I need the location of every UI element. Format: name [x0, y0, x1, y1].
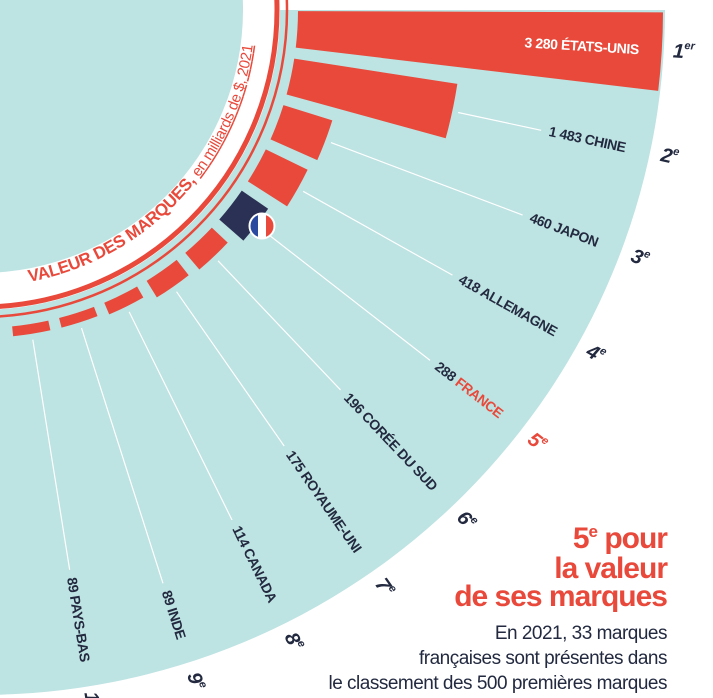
rank: 3e [628, 244, 652, 272]
rank-suffix: e [386, 583, 399, 595]
rank-number: 10 [79, 690, 104, 698]
headline-sup: e [589, 522, 598, 541]
value-label: 3 280 [524, 34, 559, 52]
france-flag [248, 212, 276, 240]
category-label: ÉTATS-UNIS [561, 36, 640, 57]
headline-number: 5 [573, 522, 589, 555]
rank-number: 2 [658, 144, 674, 168]
leader-line [80, 327, 164, 584]
rank-suffix: e [598, 345, 609, 358]
rank-suffix: er [684, 40, 696, 53]
rank: 9e [182, 669, 210, 693]
bar [185, 227, 228, 270]
rank: 1er [672, 39, 696, 64]
rank-number: 1 [672, 41, 684, 64]
leader-line [217, 260, 341, 391]
leader-line [302, 190, 453, 276]
ring [0, 0, 280, 309]
leader-line [32, 339, 71, 570]
rank: 8e [279, 628, 308, 654]
leader-line [458, 111, 542, 131]
rank: 4e [581, 339, 608, 368]
headline: de ses marques [454, 580, 667, 613]
bar [12, 320, 51, 337]
value-label: 89 [64, 576, 82, 594]
body-text: En 2021, 33 marques [495, 623, 667, 644]
value-label: 1 483 [548, 123, 584, 146]
inner-circle [0, 0, 243, 273]
bar [295, 11, 663, 91]
rank-suffix: e [642, 248, 652, 261]
rank-suffix: e [196, 680, 209, 689]
rank: 10e [79, 690, 107, 698]
rank: 5e [523, 427, 551, 456]
leader-line [330, 142, 523, 216]
ring-outer [0, 0, 289, 318]
headline: la valeur [554, 552, 668, 585]
rank: 6e [452, 506, 481, 535]
bar-label: 3 280 ÉTATS-UNIS [524, 34, 639, 57]
headline: 5e pour [573, 522, 668, 555]
bar [247, 149, 308, 207]
rank: 2e [658, 143, 681, 170]
headline-word: pour [597, 522, 668, 555]
rank-suffix: e [672, 146, 681, 159]
leader-line [260, 228, 431, 361]
body-text: françaises sont présentes dans [419, 648, 667, 669]
rank-suffix: e [294, 638, 307, 649]
bar [146, 259, 189, 298]
bar [59, 306, 98, 328]
leader-line [176, 291, 285, 447]
rank: 7e [370, 574, 399, 602]
leader-line [128, 311, 233, 521]
body-text: le classement des 500 premières marques [328, 673, 667, 694]
bar [270, 105, 333, 161]
bar [219, 190, 269, 241]
bar [104, 286, 144, 315]
bar [286, 58, 458, 139]
value-label: 460 [528, 209, 555, 232]
